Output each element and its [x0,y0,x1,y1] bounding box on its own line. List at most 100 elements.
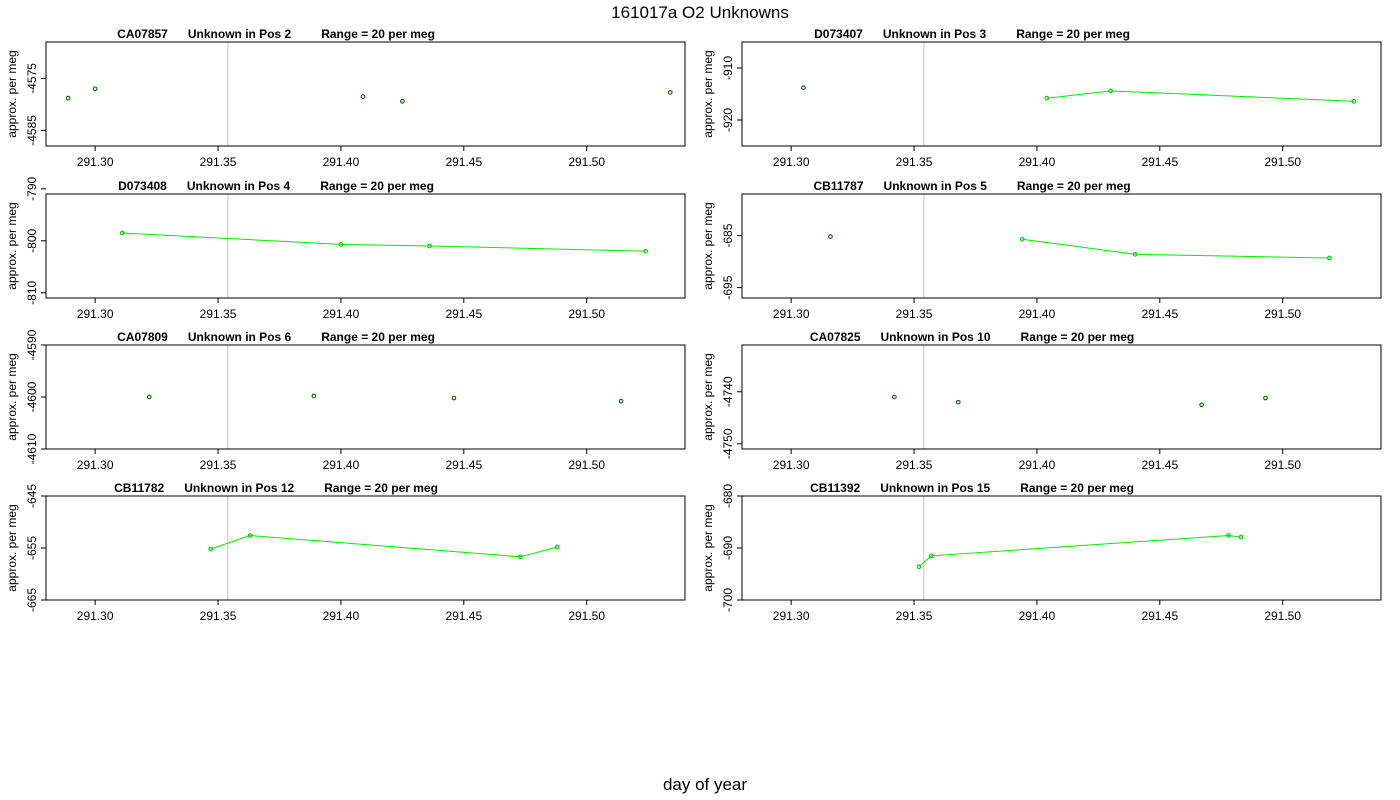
data-point [643,248,649,254]
panel-sample-id: CB11392 [810,481,860,495]
plot-frame [45,193,686,299]
panel-sample-id: D073407 [814,27,863,41]
data-point [1044,95,1050,101]
y-tick-label: -4585 [25,115,39,146]
y-tick-label: -920 [721,108,735,132]
x-tick-label: 291.40 [1019,609,1056,623]
data-point [427,243,432,249]
data-point [92,86,98,92]
data-point [451,395,457,401]
panel-title: D073408 Unknown in Pos 4 Range = 20 per me… [118,179,434,193]
y-axis-label: approx. per meg [701,50,715,137]
y-axis-label: approx. per meg [5,504,19,591]
panel-sample-id: CB11787 [813,179,863,193]
x-tick-label: 291.40 [1019,458,1056,472]
y-axis-label: approx. per meg [701,504,715,591]
y-tick-label: -680 [721,484,735,508]
x-tick-label: 291.35 [200,458,237,472]
y-tick-label: -645 [25,484,39,508]
x-tick-label: 291.45 [445,609,482,623]
panel-5: CA07809 Unknown in Pos 6 Range = 20 per me… [5,329,686,472]
panel-sample-id: CB11782 [114,481,164,495]
panel-1: CA07857 Unknown in Pos 2 Range = 20 per me… [5,27,686,169]
x-tick-label: 291.50 [1264,458,1301,472]
panel-unknown-label: Unknown in Pos 6 [188,330,292,344]
panel-range-text: Range = 20 per meg [1020,481,1134,495]
x-tick-label: 291.45 [445,458,482,472]
data-point [65,95,71,101]
panel-title: CB11392 Unknown in Pos 15 Range = 20 per m… [810,481,1134,495]
panel-title: CA07809 Unknown in Pos 6 Range = 20 per me… [117,330,435,344]
data-point [311,393,317,399]
y-tick-label: -810 [25,280,39,304]
plot-frame [741,495,1382,601]
panel-title: CA07857 Unknown in Pos 2 Range = 20 per me… [117,27,435,41]
data-point [554,544,560,550]
y-tick-label: -695 [721,275,735,299]
panel-range-text: Range = 20 per meg [1016,27,1130,41]
series-line [1046,90,1355,102]
x-tick-label: 291.30 [773,307,810,321]
y-tick-label: -700 [721,588,735,612]
panel-title: CA07825 Unknown in Pos 10 Range = 20 per m… [810,330,1134,344]
panel-sample-id: CA07809 [117,330,168,344]
data-point [1327,255,1332,261]
x-tick-label: 291.50 [1264,155,1301,169]
plot-frame [45,344,686,450]
data-point [801,85,806,91]
panel-title: D073407 Unknown in Pos 3 Range = 20 per me… [814,27,1130,41]
data-point [119,230,125,236]
x-tick-label: 291.50 [568,307,605,321]
data-point [360,94,366,99]
x-tick-label: 291.35 [896,307,933,321]
data-point [928,553,934,559]
y-tick-label: -910 [721,56,735,80]
panel-range-text: Range = 20 per meg [320,179,434,193]
data-point [1263,395,1268,401]
panel-unknown-label: Unknown in Pos 2 [188,27,292,41]
data-point [1238,534,1244,540]
x-tick-label: 291.30 [77,307,114,321]
x-tick-label: 291.40 [1019,155,1056,169]
panel-sample-id: CA07857 [117,27,168,41]
y-tick-label: -4600 [25,381,39,412]
data-point [1199,402,1204,408]
x-tick-label: 291.45 [1141,609,1178,623]
panel-3: D073408 Unknown in Pos 4 Range = 20 per me… [5,176,686,321]
series-line [210,534,558,558]
x-tick-label: 291.35 [896,609,933,623]
x-tick-label: 291.50 [568,155,605,169]
y-tick-label: -690 [721,536,735,560]
plot-frame [45,41,686,147]
data-point [955,399,961,405]
panel-sample-id: D073408 [118,179,167,193]
panel-range-text: Range = 20 per meg [324,481,438,495]
x-tick-label: 291.35 [896,155,933,169]
x-tick-label: 291.40 [1019,307,1056,321]
x-tick-label: 291.45 [445,155,482,169]
panel-range-text: Range = 20 per meg [321,330,435,344]
series-line [122,232,646,252]
y-axis-label: approx. per meg [5,50,19,137]
panel-title: CB11787 Unknown in Pos 5 Range = 20 per me… [813,179,1130,193]
x-tick-label: 291.30 [773,609,810,623]
x-tick-label: 291.40 [323,609,360,623]
data-point [208,546,214,552]
data-point [1226,533,1231,538]
y-tick-label: -4575 [25,63,39,94]
x-tick-label: 291.35 [200,609,237,623]
data-point [517,554,523,560]
data-point [400,98,405,104]
data-point [247,533,253,538]
y-tick-label: -790 [25,176,39,200]
x-tick-label: 291.50 [1264,307,1301,321]
x-tick-label: 291.45 [1141,458,1178,472]
data-point [146,394,152,400]
x-tick-label: 291.30 [77,609,114,623]
x-tick-label: 291.50 [568,458,605,472]
x-tick-label: 291.35 [200,155,237,169]
panel-range-text: Range = 20 per meg [1021,330,1135,344]
y-tick-label: -685 [721,223,735,247]
data-point [1019,236,1025,242]
